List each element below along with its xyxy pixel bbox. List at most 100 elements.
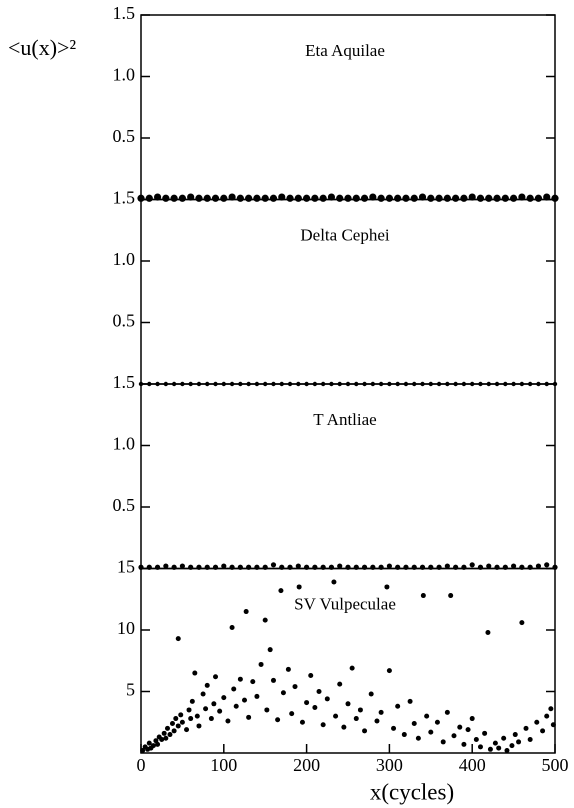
point (486, 563, 492, 569)
point (357, 707, 363, 713)
point (250, 679, 256, 685)
x-tick-label: 100 (210, 755, 237, 775)
point (261, 194, 269, 202)
point (262, 617, 268, 623)
point (289, 711, 295, 717)
point (253, 194, 261, 202)
point (368, 691, 374, 697)
point (391, 725, 397, 731)
point (378, 709, 384, 715)
point (169, 720, 175, 726)
point (360, 194, 369, 202)
point (424, 713, 430, 719)
point (485, 629, 491, 635)
point (173, 716, 179, 722)
point (336, 194, 344, 202)
point (374, 718, 380, 724)
point (461, 741, 467, 747)
point (140, 748, 146, 754)
point (377, 194, 385, 202)
point (344, 194, 352, 202)
point (435, 194, 443, 202)
point (145, 194, 153, 202)
point (171, 728, 177, 734)
point (162, 194, 170, 202)
y-tick-label: 1.0 (113, 249, 136, 269)
y-tick-label: 5 (126, 680, 135, 700)
point (146, 740, 152, 746)
point (540, 728, 546, 734)
point (509, 194, 518, 202)
point (178, 194, 186, 202)
point (444, 709, 450, 715)
y-tick-label: 10 (117, 618, 135, 638)
point (550, 722, 556, 728)
point (516, 739, 522, 745)
point (451, 733, 457, 739)
point (535, 563, 542, 569)
point (229, 625, 235, 631)
x-tick-label: 300 (376, 755, 403, 775)
point (200, 691, 206, 697)
point (460, 194, 468, 202)
x-tick-label: 500 (542, 755, 569, 775)
point (527, 736, 533, 742)
point (501, 735, 507, 741)
point (278, 588, 284, 594)
point (220, 194, 228, 202)
point (299, 719, 305, 725)
point (221, 563, 227, 569)
point (217, 708, 223, 714)
point (420, 593, 426, 599)
point (208, 716, 214, 722)
point (457, 724, 463, 730)
point (267, 647, 273, 653)
point (286, 194, 294, 202)
point (349, 665, 355, 671)
point (245, 194, 253, 202)
point (231, 686, 237, 692)
point (512, 732, 518, 738)
point (246, 714, 252, 720)
point (155, 741, 161, 747)
point (395, 703, 401, 709)
point (270, 562, 277, 568)
point (473, 736, 479, 742)
point (233, 703, 239, 709)
point (303, 194, 311, 202)
point (294, 194, 302, 202)
point (236, 194, 244, 202)
point (264, 707, 270, 713)
point (204, 682, 210, 688)
y-tick-label: 1.5 (113, 188, 136, 208)
point (320, 722, 326, 728)
point (469, 716, 475, 722)
point (448, 593, 454, 599)
point (428, 729, 434, 735)
point (353, 716, 359, 722)
point (213, 674, 219, 680)
point (341, 724, 347, 730)
point (258, 661, 264, 667)
point (324, 696, 330, 702)
y-tick-label: 1.0 (113, 65, 136, 85)
point (394, 194, 402, 202)
point (164, 725, 170, 731)
x-tick-label: 0 (137, 755, 146, 775)
point (163, 563, 169, 569)
point (203, 194, 211, 202)
point (269, 194, 278, 202)
point (386, 668, 392, 674)
point (203, 706, 209, 712)
point (225, 718, 231, 724)
point (242, 697, 247, 703)
x-axis-label: x(cycles) (370, 779, 454, 804)
point (196, 723, 202, 729)
point (548, 706, 554, 712)
point (337, 563, 343, 569)
point (415, 735, 421, 741)
panel-title: Eta Aquilae (305, 41, 385, 60)
point (477, 744, 483, 750)
point (179, 719, 185, 725)
point (510, 563, 517, 569)
